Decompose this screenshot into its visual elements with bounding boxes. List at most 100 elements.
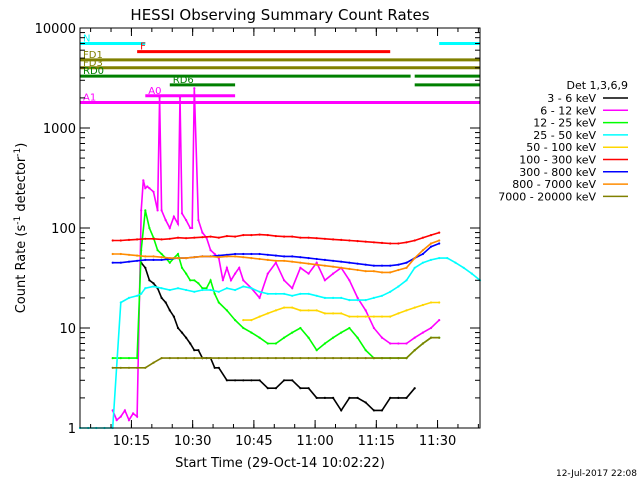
- series-point-8: [193, 256, 196, 259]
- series-point-6: [111, 239, 114, 242]
- series-point-4: [348, 299, 351, 302]
- series-point-6: [356, 240, 359, 243]
- series-point-5: [429, 301, 433, 304]
- series-point-3: [315, 349, 318, 352]
- x-tick-label: 10:15: [113, 434, 150, 449]
- series-point-2: [146, 185, 149, 188]
- series-point-7: [250, 252, 253, 256]
- series-point-6: [144, 237, 147, 240]
- series-point-7: [225, 253, 228, 256]
- y-tick-label: 100: [51, 222, 76, 237]
- series-point-3: [364, 349, 367, 352]
- series-point-9: [250, 357, 253, 360]
- series-point-5: [380, 315, 384, 318]
- series-point-1: [189, 342, 192, 345]
- series-point-9: [315, 357, 318, 360]
- series-point-9: [152, 361, 155, 364]
- series-point-1: [332, 396, 335, 399]
- series-point-4: [185, 288, 188, 292]
- series-point-9: [397, 357, 400, 360]
- series-point-6: [332, 238, 335, 241]
- series-point-4: [372, 296, 375, 299]
- series-point-8: [250, 257, 253, 260]
- series-point-2: [372, 326, 375, 330]
- series-point-3: [299, 326, 302, 330]
- series-point-3: [332, 336, 335, 339]
- series-point-6: [397, 242, 400, 245]
- y-axis-label: Count Rate (s-1 detector-1): [13, 143, 29, 314]
- series-point-7: [299, 256, 302, 259]
- series-point-9: [421, 342, 424, 345]
- series-point-3: [234, 319, 237, 322]
- series-point-1: [148, 279, 151, 282]
- x-tick-label: 10:45: [235, 434, 272, 449]
- series-point-9: [274, 357, 277, 360]
- series-point-2: [213, 252, 216, 256]
- x-tick-label: 11:15: [358, 434, 395, 449]
- series-point-9: [234, 357, 237, 360]
- series-point-1: [197, 349, 200, 352]
- series-point-1: [356, 396, 359, 399]
- series-point-9: [193, 357, 196, 360]
- series-point-4: [152, 285, 155, 288]
- series-point-2: [180, 212, 184, 215]
- series-point-1: [389, 396, 392, 399]
- series-point-4: [380, 294, 384, 297]
- series-point-8: [266, 258, 269, 261]
- series-point-3: [205, 287, 208, 290]
- series-point-9: [405, 357, 408, 360]
- x-axis-label: Start Time (29-Oct-14 10:02:22): [175, 456, 385, 471]
- series-point-8: [429, 242, 433, 245]
- series-point-5: [242, 319, 245, 322]
- series-point-7: [340, 260, 343, 263]
- series-point-1: [242, 379, 245, 382]
- series-point-7: [242, 252, 245, 256]
- series-point-6: [136, 238, 139, 241]
- series-point-2: [119, 415, 122, 418]
- footer-date: 12-Jul-2017 22:08: [556, 469, 637, 479]
- series-point-3: [156, 249, 159, 252]
- series-point-4: [397, 285, 400, 288]
- series-point-9: [413, 349, 416, 352]
- series-point-7: [274, 254, 277, 257]
- legend-label: 25 - 50 keV: [533, 129, 596, 142]
- series-point-8: [323, 264, 326, 267]
- series-point-3: [217, 301, 220, 304]
- series-point-6: [372, 241, 375, 244]
- series-point-7: [283, 255, 286, 258]
- series-point-9: [389, 357, 392, 360]
- series-point-9: [283, 357, 286, 360]
- series-point-4: [168, 288, 171, 292]
- series-point-5: [340, 312, 343, 315]
- series-point-1: [364, 401, 367, 404]
- series-point-2: [397, 342, 400, 345]
- series-point-5: [315, 309, 318, 312]
- series-point-4: [364, 299, 367, 302]
- x-tick-label: 11:30: [419, 434, 456, 449]
- series-point-1: [348, 396, 351, 399]
- series-point-9: [242, 357, 245, 360]
- series-point-1: [152, 282, 155, 285]
- series-point-7: [136, 259, 139, 262]
- series-point-1: [172, 315, 175, 318]
- series-point-6: [127, 238, 131, 241]
- series-point-7: [217, 254, 220, 257]
- series-point-6: [160, 238, 163, 241]
- series-point-5: [364, 315, 367, 318]
- series-point-3: [176, 252, 180, 256]
- legend-label: 50 - 100 keV: [526, 141, 596, 154]
- series-point-4: [140, 292, 143, 295]
- series-point-1: [217, 366, 220, 369]
- series-point-4: [315, 294, 318, 297]
- series-point-7: [405, 261, 408, 264]
- series-point-2: [189, 226, 192, 230]
- series-point-1: [372, 409, 375, 412]
- series-point-9: [258, 357, 261, 360]
- series-point-2: [158, 96, 161, 99]
- legend-label: 6 - 12 keV: [540, 104, 596, 117]
- series-point-9: [168, 357, 171, 360]
- series-point-8: [209, 255, 212, 258]
- series-point-3: [127, 357, 131, 360]
